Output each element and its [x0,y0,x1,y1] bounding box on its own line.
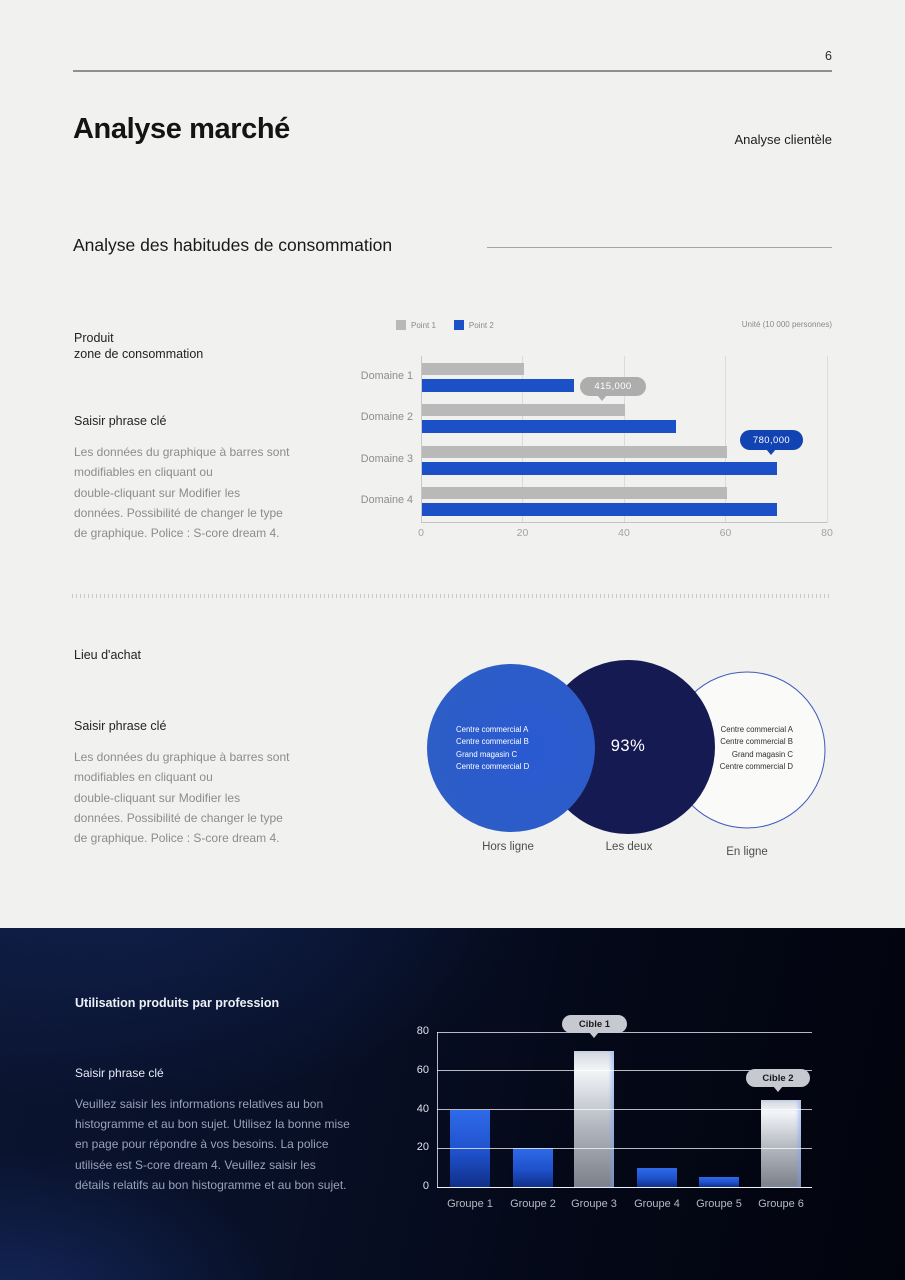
venn-label-en-ligne: En ligne [726,846,768,858]
callout-415000: 415,000 [580,377,646,401]
callout-pointer [773,1086,783,1092]
x-tick-label: 80 [821,527,833,539]
x-tick-label: 0 [418,527,424,539]
x-category-label: Groupe 3 [571,1198,617,1210]
key-phrase-1: Saisir phrase clé [74,414,167,428]
venn-diagram [427,660,826,834]
gridline [437,1109,812,1110]
legend-swatch-blue [453,320,464,330]
y-tick-label: 80 [416,1025,429,1037]
venn-label-hors-ligne: Hors ligne [482,841,534,853]
gridline [725,356,726,523]
x-axis-line [421,522,827,523]
callout-780000-text: 780,000 [752,434,791,446]
gridline [437,1070,812,1072]
bar-point1 [422,363,524,375]
bar-chart-horizontal: 0 20 40 60 80 Domaine 1 Domaine 2 Domaine 3 Doma… [361,356,833,539]
bar-3 [574,1051,614,1187]
category-label: Domaine 4 [360,493,413,506]
section-heading-lieu: Lieu d'achat [74,648,142,662]
bar-4 [637,1167,677,1187]
callout-780000: 780,000 [740,430,803,455]
page-subtitle: Analyse clientèle [734,132,832,147]
bar-chart-vertical: 0 20 40 60 80 Groupe 1 Groupe 2 Groupe 3 Groupe … [417,1025,812,1210]
y-tick-label: 40 [416,1102,429,1115]
dotted-divider [72,594,832,598]
venn-label-les-deux: Les deux [605,841,653,853]
callout-cible-2: Cible 2 [746,1069,810,1092]
page-title: Analyse marché [73,113,290,145]
section-heading-rule [487,247,832,248]
legend-swatch-gray [396,320,406,330]
unit-note: Unité (10 000 personnes) [741,320,832,329]
category-label: Domaine 2 [360,411,413,424]
category-label: Domaine 3 [360,452,413,465]
x-category-label: Groupe 4 [634,1198,680,1210]
bar-point2 [422,420,676,434]
callout-pointer [597,395,607,401]
x-tick-label: 60 [719,527,732,539]
bar-point2 [422,502,778,516]
bar-point2 [422,461,778,475]
key-phrase-2: Saisir phrase clé [74,719,167,733]
bar-6 [761,1099,801,1187]
section-heading-profession: Utilisation produits par profession [75,996,280,1010]
gridline [420,356,422,523]
bar-2 [513,1148,553,1187]
x-category-label: Groupe 6 [758,1198,804,1210]
bar-point2 [422,379,575,392]
legend-item-point1: Point 1 [396,320,436,330]
callout-pointer [766,449,776,455]
dark-section: Utilisation produits par profession Sais… [0,928,905,1280]
venn-circle-les-deux [541,660,715,834]
x-category-label: Groupe 2 [510,1198,556,1210]
callout-cible-2-text: Cible 2 [762,1072,794,1084]
gridline [437,1031,812,1033]
legend-item-point2: Point 2 [453,320,494,330]
bar-point1 [422,486,727,499]
category-label: Domaine 1 [360,370,413,382]
gridline [437,1186,812,1188]
callout-415000-text: 415,000 [594,381,632,392]
callout-cible-1: Cible 1 [562,1015,627,1038]
y-axis-line [437,1032,438,1187]
bar-point1 [422,404,625,417]
header-rule [73,70,832,72]
y-tick-label: 20 [416,1141,429,1154]
body-text-3: Veuillez saisir les informations relativ… [75,1097,350,1192]
page-number: 6 [825,49,832,63]
gridline [826,356,828,523]
bar-5 [699,1177,739,1187]
venn-overlap-value: 93% [610,737,646,755]
chart-legend: Point 1 Point 2 [396,320,494,330]
x-tick-label: 20 [516,527,529,539]
bar-point1 [422,445,727,458]
gridline [437,1147,812,1149]
product-zone-label: Produit zone de consommation [74,331,204,361]
venn-left-items: Centre commercial A Centre commercial B … [456,725,530,771]
legend-label-point2: Point 2 [468,320,494,330]
callout-cible-1-text: Cible 1 [578,1018,611,1030]
body-text-2: Les données du graphique à barres sont m… [74,750,290,846]
venn-circle-hors-ligne [427,664,595,832]
y-tick-label: 0 [422,1180,429,1192]
y-tick-label: 60 [416,1063,429,1076]
key-phrase-3: Saisir phrase clé [75,1066,164,1080]
gridline [522,356,523,523]
x-tick-label: 40 [618,527,630,539]
callout-pointer [589,1032,599,1038]
legend-label-point1: Point 1 [411,320,436,330]
section-heading-habitudes: Analyse des habitudes de consommation [73,235,393,255]
body-text-1: Les données du graphique à barres sont m… [74,445,290,541]
x-category-label: Groupe 5 [696,1198,742,1210]
venn-right-items: Centre commercial A Centre commercial B … [719,725,793,771]
gridline [623,356,625,523]
x-category-label: Groupe 1 [447,1198,493,1210]
